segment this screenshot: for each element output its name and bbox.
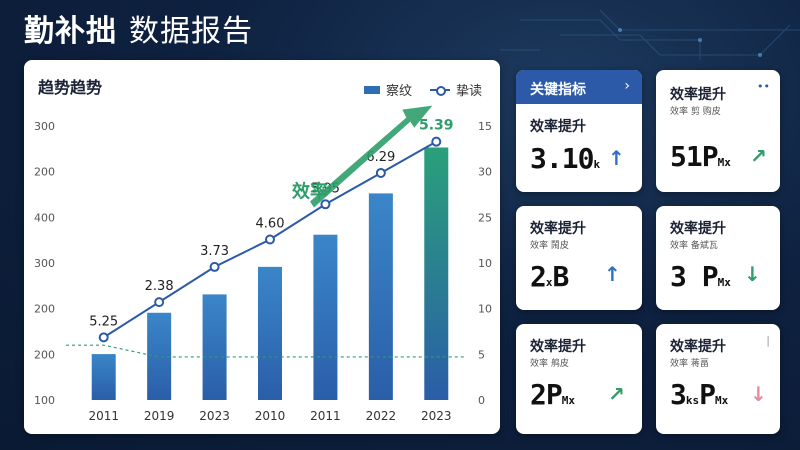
y-left-tick-label: 200: [34, 303, 55, 316]
legend-item-line[interactable]: 挚读: [429, 80, 482, 99]
kpi-title: 效率提升: [530, 119, 586, 135]
bar: [91, 354, 116, 400]
y-right-tick-label: 0: [478, 394, 485, 407]
line-point: [375, 167, 386, 178]
kpi-title: 效率提升: [670, 339, 726, 355]
legend-line-swatch: [429, 85, 450, 96]
y-left-tick-label: 300: [34, 120, 55, 133]
kpi-value: 2PMx: [530, 378, 575, 411]
trend-up-icon: ↗: [608, 382, 625, 406]
kpi-title: 效率提升: [670, 87, 726, 103]
kpi-subtitle: 效率 蒋畐: [670, 359, 709, 369]
kpi-value: 51PMx: [670, 140, 731, 173]
kpi-title: 效率提升: [530, 221, 586, 237]
data-label: 5.39: [419, 118, 454, 134]
x-tick-label: 2019: [144, 409, 175, 423]
trend-chart-panel: 趋势趋势 察纹 挚读 300 200 400 300 200 200 100 15 30 25 10…: [24, 60, 500, 434]
y-left-tick-label: 400: [34, 211, 55, 224]
trend-down-icon: ↓: [750, 382, 767, 406]
data-label: 4.60: [256, 217, 285, 232]
line-point: [209, 261, 220, 272]
trend-down-icon: ↓: [744, 262, 761, 286]
kpi-title: 效率提升: [530, 339, 586, 355]
kpi-card-key-metrics[interactable]: 关键指标 › 效率提升 3.10k ↑: [516, 70, 642, 192]
x-tick-label: 2023: [199, 409, 230, 423]
legend-bar-label: 察纹: [385, 84, 412, 99]
line-point: [431, 136, 442, 147]
kpi-title: 效率提升: [670, 221, 726, 237]
bar: [424, 147, 449, 400]
y-left-tick-label: 300: [34, 257, 55, 270]
line-point: [320, 199, 331, 210]
kpi-header-label: 关键指标: [530, 82, 586, 98]
x-tick-label: 2011: [88, 409, 119, 423]
x-tick-label: 2010: [255, 409, 286, 423]
y-right-tick-label: 30: [478, 166, 492, 179]
y-left-tick-label: 100: [34, 394, 55, 407]
kpi-subtitle: 效率 鬧皮: [530, 241, 569, 251]
efficiency-arrow: [310, 105, 433, 208]
page-title-bold: 勤补拙: [24, 14, 117, 49]
kpi-card-5[interactable]: 效率提升 效率 蒋畐 | 3ksPMx ↓: [656, 324, 780, 434]
legend-line-label: 挚读: [455, 84, 482, 99]
baseline-series: [66, 344, 464, 358]
data-label: 2.38: [145, 279, 174, 294]
kpi-card-2[interactable]: 效率提升 效率 鬧皮 2xB ↑: [516, 206, 642, 310]
bar: [313, 234, 338, 400]
kpi-subtitle: 效率 备斌瓦: [670, 241, 718, 251]
page-title-rest: 数据报告: [129, 14, 253, 49]
chart-title: 趋势趋势: [38, 78, 103, 97]
more-icon[interactable]: ••: [757, 80, 770, 93]
y-right-tick-label: 10: [478, 257, 492, 270]
y-right-tick-label: 25: [478, 211, 492, 224]
legend-bar-swatch: [363, 85, 380, 94]
kpi-value: 3 PMx: [670, 260, 731, 293]
x-tick-label: 2011: [310, 409, 341, 423]
line-point: [265, 234, 275, 245]
y-left-tick-label: 200: [34, 348, 55, 361]
page-title: 勤补拙 数据报告: [24, 6, 253, 50]
y-right-tick-label: 5: [478, 348, 485, 361]
kpi-subtitle: 效率 剪 购皮: [670, 107, 721, 117]
kpi-value: 3ksPMx: [670, 378, 729, 411]
bar: [202, 294, 227, 400]
bar: [258, 266, 282, 400]
data-label: 3.73: [200, 244, 229, 259]
kpi-card-1[interactable]: 效率提升 效率 剪 购皮 •• 51PMx ↗: [656, 70, 780, 192]
legend-item-bar[interactable]: 察纹: [363, 80, 412, 99]
trend-up-icon: ↗: [750, 144, 767, 168]
kpi-value: 2xB: [530, 260, 569, 293]
data-label: 5.25: [89, 314, 118, 329]
y-left-tick-label: 200: [34, 166, 55, 179]
x-tick-label: 2022: [366, 409, 397, 423]
trend-chart: 300 200 400 300 200 200 100 15 30 25 10 10 5 0 5.25 2.3…: [34, 105, 492, 423]
y-right-tick-label: 10: [478, 303, 492, 316]
kpi-card-4[interactable]: 效率提升 效率 鸼皮 2PMx ↗: [516, 324, 642, 434]
trend-up-icon: ↑: [608, 146, 625, 170]
x-tick-label: 2023: [421, 409, 452, 423]
kpi-value: 3.10k: [530, 142, 601, 175]
chart-legend: 察纹 挚读: [363, 80, 482, 99]
trend-up-icon: ↑: [604, 262, 621, 286]
kpi-card-3[interactable]: 效率提升 效率 备斌瓦 3 PMx ↓: [656, 206, 780, 310]
kpi-subtitle: 效率 鸼皮: [530, 359, 569, 369]
chevron-right-icon[interactable]: ›: [624, 78, 630, 94]
y-right-tick-label: 15: [478, 120, 492, 133]
bar: [368, 193, 393, 400]
line-point: [98, 332, 109, 343]
efficiency-annotation: 效率: [292, 181, 328, 203]
scroll-indicator-icon: |: [766, 334, 770, 347]
kpi-header-band: 关键指标 ›: [516, 70, 642, 104]
line-point: [154, 297, 165, 308]
